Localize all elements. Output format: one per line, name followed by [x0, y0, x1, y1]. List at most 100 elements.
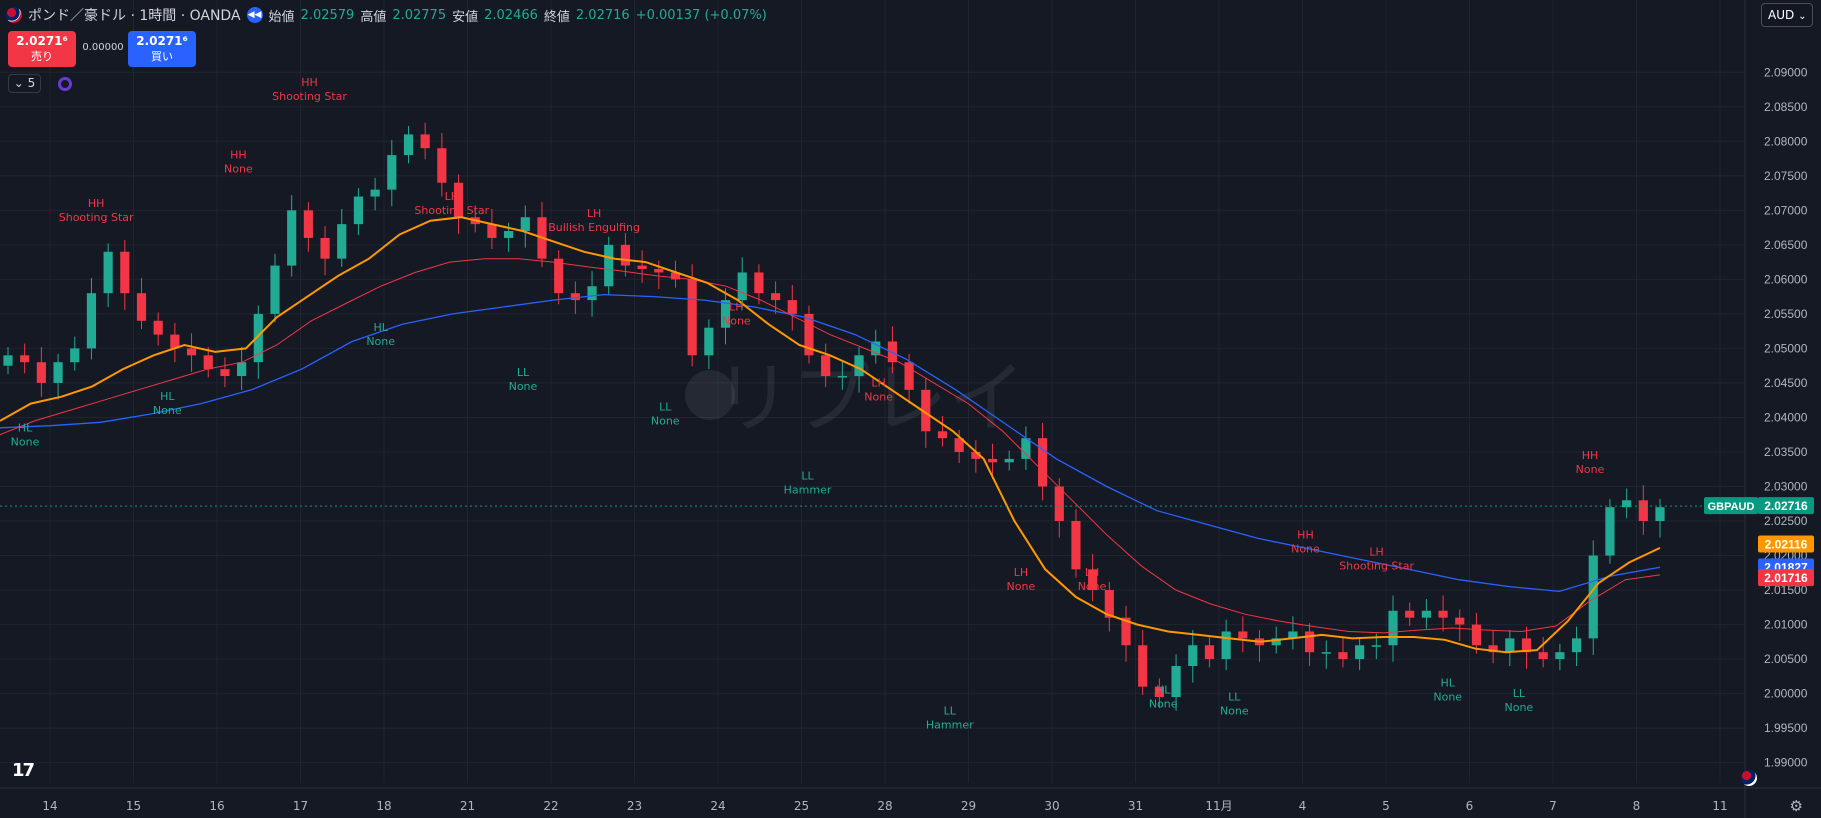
- x-tick-label: 11: [1712, 799, 1727, 813]
- y-tick-label: 2.00000: [1764, 687, 1808, 701]
- y-tick-label: 2.03500: [1764, 445, 1808, 459]
- swing-pattern-label: None: [1291, 542, 1320, 555]
- spread-value: 0.00000: [82, 42, 124, 53]
- candle-body: [20, 355, 30, 363]
- candle-body: [1221, 631, 1231, 660]
- currency-select[interactable]: AUD ⌄: [1761, 3, 1813, 27]
- x-tick-label: 15: [126, 799, 141, 813]
- mini-flag-icon: [1741, 770, 1757, 786]
- swing-kind-label: HH: [88, 197, 105, 210]
- swing-pattern-label: Hammer: [784, 484, 832, 497]
- replay-watermark: リプレイ: [685, 354, 1026, 444]
- swing-kind-label: HH: [1582, 449, 1599, 462]
- indicators-toggle[interactable]: ⌄ 5: [8, 74, 41, 93]
- swing-kind-label: HL: [160, 390, 175, 403]
- high-value: 2.02775: [392, 7, 447, 23]
- symbol-title[interactable]: ポンド／豪ドル · 1時間 · OANDA: [28, 8, 241, 24]
- swing-kind-label: LL: [517, 366, 530, 379]
- swing-pattern-label: None: [722, 314, 751, 327]
- swing-pattern-label: None: [224, 163, 253, 176]
- open-label: 始値: [268, 9, 295, 25]
- y-tick-label: 2.07000: [1764, 203, 1808, 217]
- swing-kind-label: LH: [1014, 566, 1028, 579]
- candle-body: [937, 431, 948, 439]
- y-tick-label: 1.99000: [1764, 756, 1808, 770]
- candle-body: [1388, 610, 1398, 646]
- candle-body: [1104, 590, 1114, 618]
- candle-body: [1171, 665, 1181, 698]
- candle-body: [153, 320, 163, 335]
- candle-body: [670, 272, 681, 280]
- candle-body: [220, 369, 230, 377]
- candle-body: [1355, 645, 1365, 660]
- candle-body: [53, 362, 63, 383]
- candle-body: [804, 313, 814, 356]
- buy-price: 2.0271⁶: [136, 34, 188, 48]
- high-label: 高値: [360, 9, 387, 25]
- candle-body: [186, 348, 197, 356]
- swing-pattern-label: None: [11, 435, 40, 448]
- settings-gear-icon[interactable]: ⚙: [1789, 797, 1803, 815]
- candle-body: [1371, 645, 1381, 647]
- y-tick-label: 2.01500: [1764, 583, 1808, 597]
- swing-pattern-label: None: [651, 415, 680, 428]
- candle-body: [203, 355, 213, 370]
- candle-body: [1138, 645, 1148, 687]
- swing-kind-label: LL: [1228, 691, 1241, 704]
- swing-kind-label: LL: [659, 401, 672, 414]
- swing-pattern-label: None: [1007, 580, 1036, 593]
- x-tick-label: 29: [961, 799, 976, 813]
- swing-kind-label: HL: [1441, 677, 1456, 690]
- x-tick-label: 4: [1299, 799, 1307, 813]
- candle-body: [1204, 645, 1215, 660]
- sell-button[interactable]: 2.0271⁶ 売り: [8, 31, 76, 67]
- x-tick-label: 6: [1466, 799, 1474, 813]
- candle-body: [1238, 631, 1248, 639]
- candle-body: [1538, 652, 1548, 660]
- candle-body: [1304, 631, 1315, 653]
- swing-kind-label: HH: [301, 76, 318, 89]
- candle-body: [320, 237, 330, 259]
- y-tick-label: 2.05500: [1764, 307, 1808, 321]
- watermark-replay-icon: [685, 370, 735, 420]
- swing-kind-label: HH: [230, 149, 247, 162]
- y-tick-label: 2.08000: [1764, 134, 1808, 148]
- swing-pattern-label: None: [1078, 580, 1107, 593]
- watermark-text: リプレイ: [714, 354, 1026, 444]
- ema-slow-line: [0, 293, 1661, 593]
- candle-body: [720, 300, 731, 328]
- candle-body: [1088, 569, 1098, 591]
- candle-body: [1438, 610, 1448, 618]
- swing-pattern-label: None: [1149, 698, 1178, 711]
- candle-body: [821, 355, 831, 377]
- replay-icon[interactable]: ◀◀: [246, 7, 263, 23]
- candle-body: [1588, 555, 1598, 639]
- candle-body: [403, 134, 414, 156]
- indicator-count: 5: [27, 76, 36, 90]
- candle-body: [437, 148, 447, 183]
- price-tag-bg: [1758, 497, 1814, 515]
- gbpaud-flag-icon: [6, 7, 22, 23]
- x-tick-label: 17: [293, 799, 308, 813]
- buy-button[interactable]: 2.0271⁶ 買い: [128, 31, 196, 67]
- sell-label: 売り: [31, 50, 53, 63]
- candle-body: [554, 258, 564, 294]
- swing-pattern-label: None: [366, 335, 395, 348]
- swing-pattern-label: None: [1576, 463, 1605, 476]
- ema-fast-line: [0, 216, 1661, 654]
- candle-body: [787, 300, 797, 314]
- candle-body: [954, 438, 964, 452]
- candle-body: [704, 327, 714, 356]
- swing-kind-label: HL: [1156, 684, 1171, 697]
- chevron-down-icon: ⌄: [1798, 11, 1807, 22]
- swing-pattern-label: None: [1505, 701, 1534, 714]
- y-tick-label: 2.06500: [1764, 238, 1808, 252]
- candle-body: [1421, 610, 1431, 618]
- candle-body: [170, 334, 180, 349]
- x-tick-label: 18: [376, 799, 391, 813]
- x-tick-label: 16: [209, 799, 224, 813]
- y-tick-label: 2.01000: [1764, 618, 1808, 632]
- time-axis: 14 15 16 17 18 21 22 23 24 25 28 29 30 31 11月 4 5 6 7 8 11: [42, 799, 1727, 813]
